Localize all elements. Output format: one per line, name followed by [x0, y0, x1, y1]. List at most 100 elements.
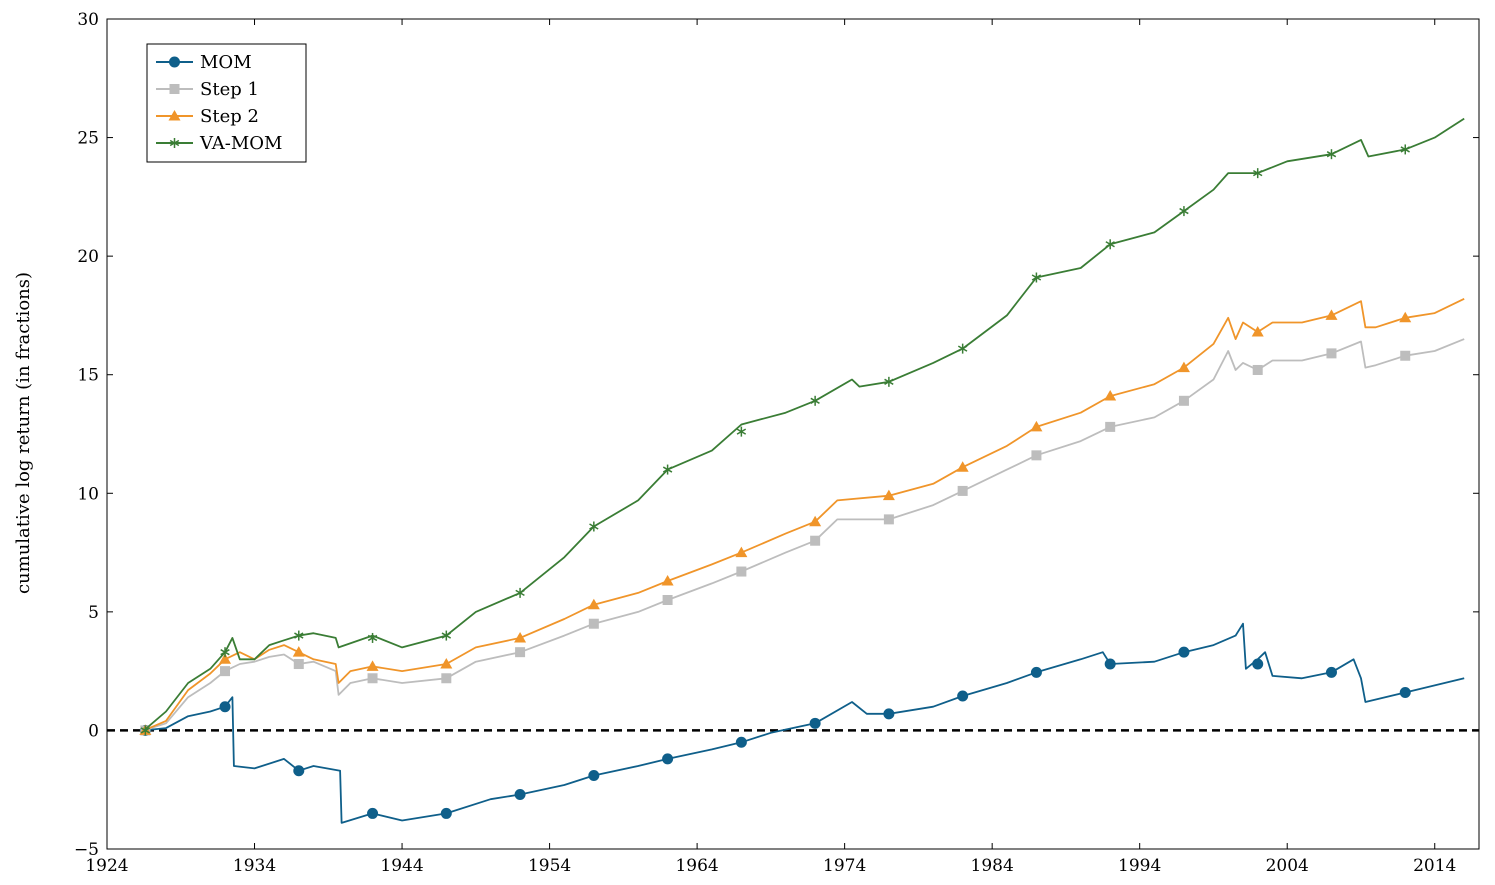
legend-label: Step 1: [200, 79, 259, 100]
data-point-mom: [1104, 658, 1116, 670]
y-tick-label: 5: [88, 603, 99, 623]
data-point-va-mom: [810, 395, 820, 406]
plot-frame: [106, 18, 1480, 850]
data-point-va-mom: [515, 587, 525, 598]
data-point-step-2: [1030, 420, 1043, 432]
legend-item: MOM: [156, 52, 252, 73]
data-point-mom: [588, 769, 600, 781]
data-point-va-mom: [1400, 144, 1410, 155]
data-point-va-mom: [884, 376, 894, 387]
data-point-step-1: [441, 673, 452, 684]
x-tick-label: 1924: [85, 856, 128, 876]
data-point-mom: [883, 708, 895, 720]
y-tick-label: 15: [77, 366, 99, 386]
x-tick-label: 1934: [233, 856, 276, 876]
data-point-step-2: [1399, 311, 1412, 323]
x-tick-label: 1984: [971, 856, 1014, 876]
data-point-step-2: [587, 598, 600, 610]
x-tick-label: 2004: [1266, 856, 1309, 876]
data-point-mom: [1030, 666, 1042, 678]
series-line-va-mom: [143, 117, 1465, 732]
data-point-mom: [440, 807, 452, 819]
legend-label: Step 2: [200, 106, 259, 127]
series-line-step-1: [143, 338, 1465, 732]
data-point-va-mom: [957, 343, 968, 354]
data-point-mom: [1399, 686, 1411, 698]
y-tick-label: 10: [77, 484, 99, 504]
data-point-va-mom: [441, 630, 452, 641]
data-point-step-1: [883, 514, 894, 525]
x-tick-label: 2014: [1413, 856, 1456, 876]
data-point-step-2: [219, 653, 232, 664]
data-point-step-1: [662, 595, 673, 605]
y-tick-label: 30: [77, 10, 99, 30]
legend: MOM Step 1 Step 2 VA-MOM: [146, 43, 307, 163]
data-point-step-1: [810, 535, 821, 546]
plot-area: [107, 117, 1479, 824]
data-point-step-1: [736, 566, 747, 577]
data-point-step-2: [514, 631, 527, 643]
y-axis-label: cumulative log return (in fractions): [13, 272, 34, 594]
legend-item: Step 1: [156, 79, 259, 100]
data-point-step-2: [661, 575, 674, 586]
data-point-step-2: [956, 461, 969, 472]
data-point-step-1: [957, 485, 968, 496]
x-tick-label: 1954: [528, 856, 571, 876]
y-tick-label: 25: [77, 129, 99, 149]
legend-marker: [169, 138, 180, 148]
data-point-va-mom: [736, 426, 747, 437]
data-point-step-1: [1400, 350, 1411, 361]
data-point-step-2: [809, 515, 822, 527]
data-point-step-2: [882, 489, 895, 501]
data-point-step-2: [735, 546, 748, 558]
data-point-step-2: [440, 658, 453, 669]
legend-marker: [169, 56, 180, 68]
legend-marker: [169, 84, 180, 94]
data-point-va-mom: [1179, 206, 1189, 217]
legend-label: VA-MOM: [199, 133, 282, 154]
data-point-step-1: [515, 647, 526, 658]
data-point-step-1: [293, 659, 304, 670]
data-point-mom: [735, 736, 747, 748]
data-point-step-2: [1325, 309, 1338, 320]
data-point-mom: [809, 717, 821, 729]
x-tick-label: 1994: [1118, 856, 1161, 876]
data-point-mom: [1325, 666, 1337, 678]
data-point-mom: [514, 788, 526, 800]
x-tick-label: 1974: [823, 856, 866, 876]
data-point-step-1: [1252, 364, 1263, 375]
data-point-step-2: [366, 660, 379, 671]
y-tick-label: 20: [77, 247, 99, 267]
data-point-step-1: [367, 673, 378, 684]
data-point-step-2: [1177, 361, 1190, 373]
y-tick-label: 0: [88, 721, 99, 741]
data-point-va-mom: [1105, 239, 1115, 250]
data-point-step-1: [1031, 450, 1042, 461]
data-point-step-1: [220, 666, 231, 677]
data-point-mom: [293, 765, 305, 777]
legend-item: VA-MOM: [156, 133, 282, 154]
data-point-mom: [1178, 646, 1190, 658]
data-point-step-1: [1178, 395, 1189, 406]
data-point-mom: [957, 690, 969, 702]
data-point-mom: [219, 701, 231, 713]
data-point-va-mom: [1326, 149, 1337, 160]
data-point-va-mom: [1031, 272, 1042, 283]
data-point-va-mom: [1253, 168, 1263, 179]
data-point-va-mom: [220, 647, 230, 658]
data-point-va-mom: [589, 521, 599, 532]
y-tick-label: −5: [74, 840, 99, 860]
data-point-va-mom: [294, 630, 304, 641]
data-point-step-2: [292, 646, 305, 657]
data-point-step-1: [588, 618, 599, 629]
legend-label: MOM: [200, 52, 252, 73]
series-line-mom: [143, 622, 1465, 824]
axes: 1924 1934 1944 1954 1964 1974 1984 1994 2004 2014…: [74, 10, 1480, 876]
data-point-mom: [367, 807, 379, 819]
data-point-va-mom: [662, 464, 673, 475]
x-tick-label: 1944: [380, 856, 423, 876]
data-point-mom: [662, 753, 674, 765]
data-point-step-1: [1326, 348, 1337, 359]
series-line-step-2: [143, 297, 1465, 732]
